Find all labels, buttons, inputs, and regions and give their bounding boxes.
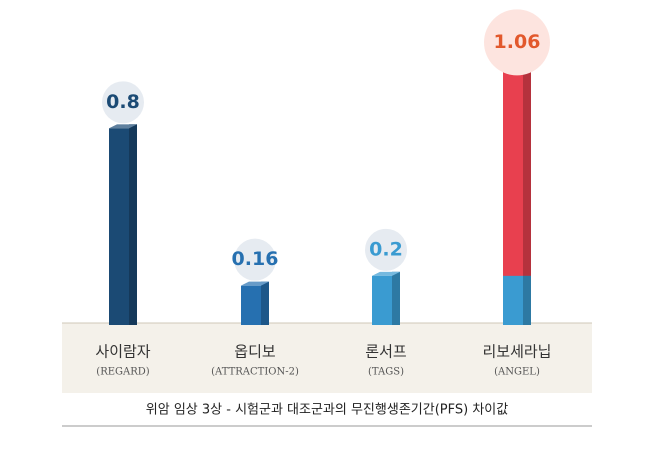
bar-side [392, 271, 400, 325]
bar-side [523, 60, 531, 326]
bar [503, 64, 523, 326]
bar-top-light [241, 281, 269, 286]
baseline-band [62, 323, 592, 393]
bar-top [372, 271, 400, 276]
bar-side [261, 281, 269, 325]
x-tick-sublabel: (REGARD) [96, 367, 149, 378]
bar-base-side-shade [523, 275, 531, 325]
x-tick-label: 론서프 [365, 343, 407, 361]
value-badge [102, 81, 144, 124]
x-tick-label: 사이람자 [95, 343, 150, 361]
bar-side-shade [129, 124, 137, 325]
bar-top [241, 281, 269, 286]
bar-side-shade [392, 271, 400, 325]
caption: 위암 임상 3상 - 시험군과 대조군과의 무진행생존기간(PFS) 차이값 [146, 402, 508, 418]
bar [241, 285, 261, 325]
x-tick-sublabel: (ATTRACTION-2) [211, 367, 299, 378]
value-badge [234, 238, 276, 281]
value-badge [365, 228, 407, 271]
value-label: 0.16 [232, 248, 279, 270]
value-badge [484, 9, 550, 76]
bar [109, 128, 129, 325]
x-tick-label: 리보세라닙 [482, 343, 551, 361]
x-tick-label: 옵디보 [234, 343, 276, 361]
bar [372, 275, 392, 325]
bar-top-light [372, 271, 400, 276]
x-tick-sublabel: (ANGEL) [494, 367, 540, 378]
bar-side [129, 124, 137, 325]
bar-top-light [109, 124, 137, 129]
value-label: 1.06 [494, 31, 541, 53]
bar-side-shade [261, 281, 269, 325]
x-tick-sublabel: (TAGS) [368, 367, 404, 378]
bar-base-side [523, 275, 531, 325]
value-label: 0.2 [369, 238, 403, 260]
value-label: 0.8 [106, 91, 140, 113]
bar-top [109, 124, 137, 129]
bar-side-shade [523, 60, 531, 326]
bar-base [503, 275, 523, 325]
